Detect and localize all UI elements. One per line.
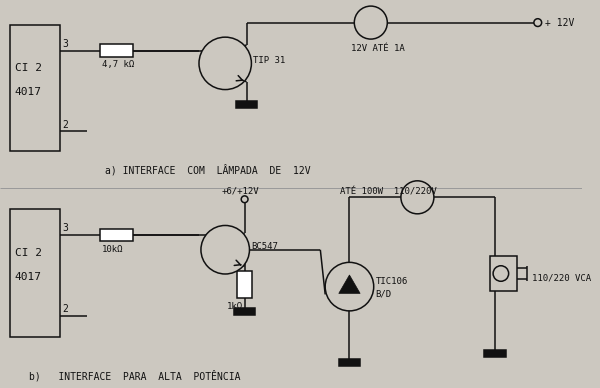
Text: BC547: BC547 xyxy=(251,242,278,251)
Text: 3: 3 xyxy=(62,223,68,233)
Text: TIC106: TIC106 xyxy=(376,277,408,286)
Bar xyxy=(10,209,60,337)
Text: 110/220 VCA: 110/220 VCA xyxy=(532,274,591,283)
Circle shape xyxy=(401,181,434,214)
Polygon shape xyxy=(339,275,360,293)
Circle shape xyxy=(355,6,388,39)
Text: CI 2: CI 2 xyxy=(14,248,41,258)
Circle shape xyxy=(201,225,250,274)
Text: B/D: B/D xyxy=(376,290,392,299)
Text: +6/+12V: +6/+12V xyxy=(221,186,259,195)
Text: CI 2: CI 2 xyxy=(14,63,41,73)
Bar xyxy=(100,45,133,57)
Bar xyxy=(234,308,255,315)
Text: 1kΩ: 1kΩ xyxy=(227,301,243,310)
Text: 2: 2 xyxy=(62,120,68,130)
Bar xyxy=(484,350,506,357)
Circle shape xyxy=(241,196,248,203)
Circle shape xyxy=(325,262,374,311)
Circle shape xyxy=(199,37,251,90)
Text: TIP 31: TIP 31 xyxy=(253,56,286,65)
Text: 2: 2 xyxy=(62,304,68,314)
Bar xyxy=(339,359,360,366)
Text: 10kΩ: 10kΩ xyxy=(102,245,124,254)
Text: 4,7 kΩ: 4,7 kΩ xyxy=(102,60,134,69)
Text: b)   INTERFACE  PARA  ALTA  POTÊNCIA: b) INTERFACE PARA ALTA POTÊNCIA xyxy=(29,370,241,382)
Bar xyxy=(236,101,257,108)
Bar xyxy=(237,271,253,298)
Text: a) INTERFACE  COM  LÂMPADA  DE  12V: a) INTERFACE COM LÂMPADA DE 12V xyxy=(105,165,310,176)
Text: 4017: 4017 xyxy=(14,87,41,97)
Text: + 12V: + 12V xyxy=(545,17,574,28)
Circle shape xyxy=(493,266,509,281)
Circle shape xyxy=(534,19,542,26)
Text: 3: 3 xyxy=(62,39,68,49)
Text: ATÉ 100W  110/220V: ATÉ 100W 110/220V xyxy=(340,188,436,197)
Text: 4017: 4017 xyxy=(14,272,41,282)
Bar xyxy=(490,256,517,291)
Bar xyxy=(100,229,133,241)
Bar xyxy=(10,24,60,151)
Text: 12V ATÉ 1A: 12V ATÉ 1A xyxy=(352,44,405,53)
